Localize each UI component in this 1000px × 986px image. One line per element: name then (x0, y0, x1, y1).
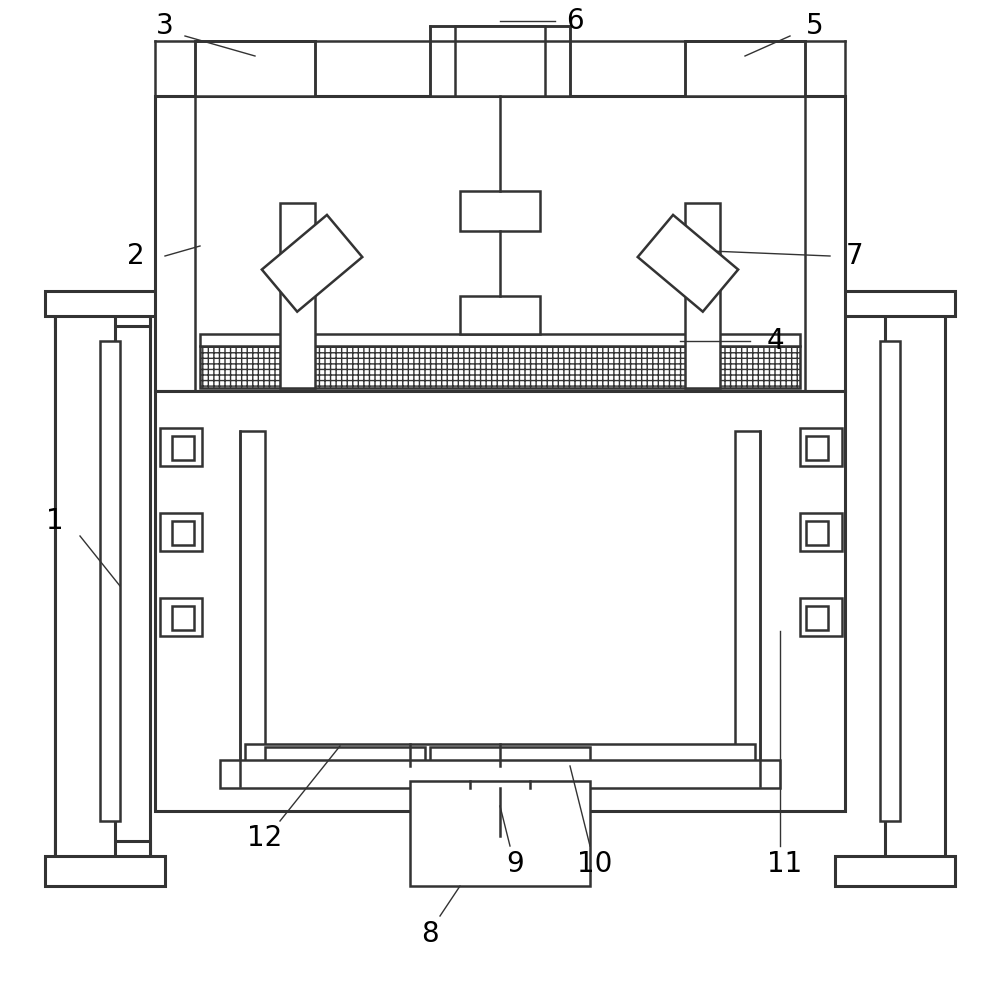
Bar (200, 334, 800, 346)
Bar (638, 215, 738, 312)
Bar (806, 436, 828, 460)
Bar (410, 781, 590, 886)
Bar (160, 428, 202, 466)
Bar (835, 856, 955, 886)
Bar (200, 346, 800, 388)
Bar (55, 306, 150, 326)
Bar (430, 747, 590, 761)
Bar (735, 431, 760, 786)
Bar (160, 513, 202, 551)
Bar (460, 296, 540, 334)
Bar (800, 428, 842, 466)
Text: 5: 5 (806, 12, 824, 40)
Bar (172, 521, 194, 545)
Bar (155, 391, 845, 811)
Text: 1: 1 (46, 507, 64, 535)
Bar (55, 306, 115, 871)
Bar (220, 760, 780, 788)
Text: 8: 8 (421, 920, 439, 948)
Bar (160, 598, 202, 636)
Bar (100, 341, 120, 821)
Bar (685, 41, 805, 96)
Bar (685, 203, 720, 388)
Bar (806, 521, 828, 545)
Text: 9: 9 (506, 850, 524, 878)
Bar (55, 306, 150, 871)
Bar (800, 598, 842, 636)
Text: 10: 10 (577, 850, 613, 878)
Text: 4: 4 (766, 327, 784, 355)
Bar (45, 856, 165, 886)
Bar (885, 306, 945, 871)
Bar (55, 841, 150, 871)
Text: 11: 11 (767, 850, 803, 878)
Text: 3: 3 (156, 12, 174, 40)
Bar (45, 291, 165, 316)
Bar (172, 606, 194, 630)
Bar (460, 191, 540, 231)
Text: 2: 2 (127, 242, 145, 270)
Bar (835, 291, 955, 316)
Bar (880, 341, 900, 821)
Text: 7: 7 (846, 242, 864, 270)
Bar (280, 203, 315, 388)
Bar (806, 606, 828, 630)
Bar (265, 747, 425, 761)
Bar (240, 431, 265, 786)
Bar (245, 744, 755, 766)
Bar (155, 96, 845, 391)
Bar (262, 215, 362, 312)
Text: 12: 12 (247, 824, 283, 852)
Bar (800, 513, 842, 551)
Bar (430, 26, 570, 96)
Bar (195, 41, 315, 96)
Text: 6: 6 (566, 7, 584, 35)
Bar (455, 26, 545, 96)
Bar (172, 436, 194, 460)
